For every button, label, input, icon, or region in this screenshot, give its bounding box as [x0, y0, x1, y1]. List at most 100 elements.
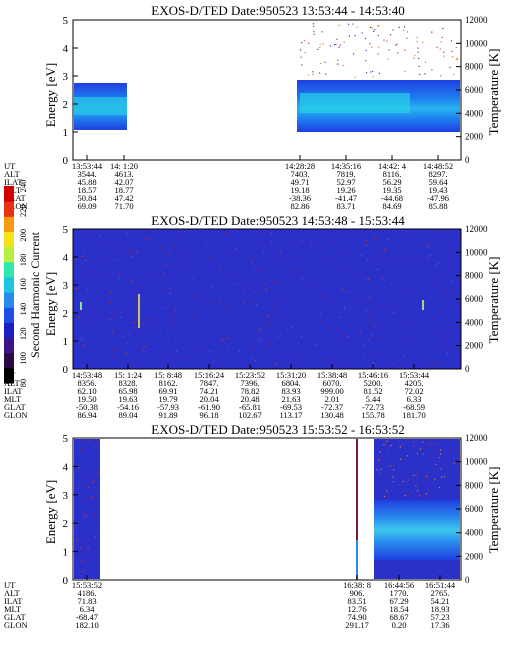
noise-dot: [384, 248, 386, 251]
y-right-tick-label: 4000: [465, 108, 484, 118]
y-right-tick-label: 8000: [465, 480, 484, 490]
noise-dot: [348, 23, 350, 25]
noise-dot: [424, 61, 426, 63]
noise-dot: [432, 235, 434, 237]
noise-dot: [292, 255, 294, 258]
noise-dot: [94, 479, 96, 481]
noise-dot: [175, 350, 177, 352]
noise-dot: [427, 244, 430, 246]
noise-dot: [378, 46, 380, 48]
noise-dot: [132, 280, 134, 282]
noise-dot: [425, 493, 428, 495]
noise-dot: [259, 281, 261, 283]
y-right-tick-label: 6000: [465, 504, 484, 514]
noise-dot: [439, 272, 441, 274]
noise-dot: [397, 52, 399, 54]
orbit-cell-ilat: 45.88: [77, 177, 96, 187]
noise-dot: [376, 269, 378, 271]
noise-dot: [424, 73, 426, 75]
noise-dot: [322, 43, 324, 45]
noise-dot: [430, 444, 433, 446]
noise-dot: [356, 26, 358, 28]
noise-dot: [373, 30, 375, 32]
noise-dot: [136, 251, 138, 253]
orbit-cell-alt: 7403.: [290, 169, 309, 179]
noise-dot: [451, 56, 454, 58]
noise-dot: [440, 41, 442, 43]
noise-dot: [396, 43, 398, 45]
noise-dot: [81, 499, 83, 501]
noise-dot: [111, 330, 113, 332]
noise-dot: [192, 277, 194, 279]
noise-dot: [167, 329, 169, 331]
noise-dot: [120, 310, 122, 312]
noise-dot: [277, 335, 279, 337]
noise-dot: [111, 317, 113, 319]
noise-dot: [79, 539, 81, 541]
noise-dot: [369, 298, 371, 300]
y-tick-label: 4: [63, 252, 69, 264]
orbit-cell-glon: 84.69: [382, 201, 401, 211]
panel-3-segment-b-band: [374, 500, 460, 560]
noise-dot: [121, 336, 123, 338]
noise-dot: [432, 317, 434, 319]
noise-dot: [178, 231, 180, 233]
noise-dot: [404, 458, 406, 460]
noise-dot: [109, 279, 111, 281]
y-right-tick-label: 6000: [465, 294, 484, 304]
orbit-cell-ut: 15:53:44: [399, 370, 430, 380]
panel-1-y-axis-right: 0 2000 4000 6000 8000 10000 12000: [456, 15, 488, 165]
noise-dot: [441, 484, 443, 486]
noise-dot: [407, 494, 409, 496]
noise-dot: [368, 278, 370, 280]
noise-dot: [319, 72, 321, 74]
noise-dot: [81, 477, 83, 479]
noise-dot: [265, 291, 267, 293]
y-right-tick-label: 8000: [465, 271, 484, 281]
noise-dot: [98, 537, 100, 539]
noise-dot: [102, 261, 104, 263]
noise-dot: [405, 340, 407, 342]
noise-dot: [270, 344, 272, 346]
noise-dot: [320, 313, 322, 315]
noise-dot: [279, 302, 281, 304]
noise-dot: [372, 336, 374, 338]
y-right-tick-label: 0: [465, 575, 470, 585]
noise-dot: [130, 251, 132, 253]
colorbar-swatch: [4, 216, 14, 232]
noise-dot: [434, 264, 436, 266]
noise-dot: [418, 65, 420, 67]
noise-dot: [180, 292, 182, 294]
noise-dot: [392, 481, 395, 483]
noise-dot: [132, 255, 134, 257]
noise-dot: [171, 311, 174, 313]
noise-dot: [392, 29, 394, 31]
noise-dot: [383, 495, 385, 497]
noise-dot: [253, 252, 255, 254]
noise-dot: [331, 328, 333, 330]
y-right-tick-label: 2000: [465, 341, 484, 351]
noise-dot: [219, 265, 221, 268]
noise-dot: [354, 76, 356, 78]
noise-dot: [416, 452, 419, 455]
noise-dot: [113, 349, 116, 351]
noise-dot: [88, 317, 91, 320]
noise-dot: [215, 252, 217, 255]
noise-dot: [342, 337, 344, 339]
noise-dot: [429, 255, 431, 257]
noise-dot: [82, 255, 84, 257]
noise-dot: [390, 444, 392, 446]
noise-dot: [227, 349, 229, 352]
noise-dot: [345, 307, 347, 309]
noise-dot: [260, 232, 262, 234]
noise-dot: [76, 562, 78, 564]
noise-dot: [446, 352, 448, 354]
noise-dot: [218, 300, 220, 302]
noise-dot: [374, 29, 376, 31]
noise-dot: [85, 259, 87, 262]
noise-dot: [338, 311, 340, 314]
noise-dot: [173, 315, 175, 317]
noise-dot: [301, 277, 303, 280]
colorbar-tick-label: 240: [18, 180, 28, 193]
noise-dot: [336, 329, 338, 331]
